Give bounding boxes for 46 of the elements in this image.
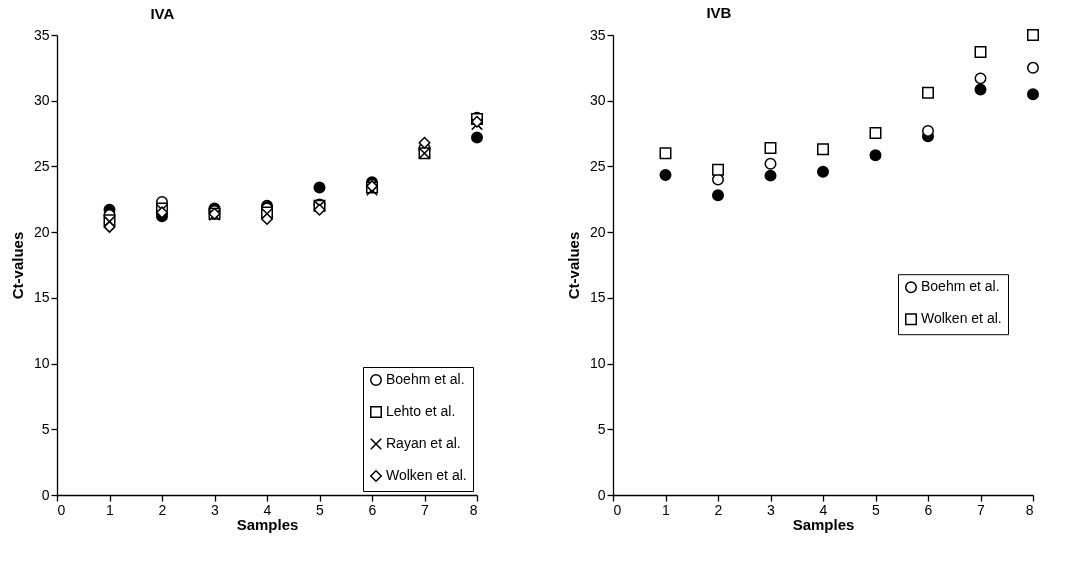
y-tick-label: 35: [33, 26, 50, 43]
x-axis-title: Samples: [792, 515, 855, 533]
chart-title: IVB: [706, 3, 732, 21]
y-tick-label: 10: [589, 355, 606, 372]
x-tick-label: 3: [211, 501, 220, 518]
legend-label: Lehto et al.: [386, 403, 456, 419]
y-tick-label: 5: [41, 420, 50, 437]
x-tick-label: 6: [924, 501, 933, 518]
y-tick-label: 25: [589, 157, 606, 174]
y-tick-label: 10: [33, 355, 50, 372]
x-tick-label: 1: [662, 501, 671, 518]
x-tick-label: 8: [1025, 501, 1034, 518]
x-tick-label: 7: [977, 501, 986, 518]
y-axis-title: Ct-values: [564, 231, 582, 300]
y-tick-label: 15: [33, 289, 50, 306]
x-tick-label: 6: [368, 501, 377, 518]
y-tick-label: 35: [589, 26, 606, 43]
x-axis-title: Samples: [236, 515, 299, 533]
x-tick-label: 8: [469, 501, 478, 518]
chart-title: IVA: [150, 5, 175, 22]
x-tick-label: 5: [316, 501, 325, 518]
x-tick-label: 5: [872, 501, 881, 518]
x-tick-label: 4: [819, 501, 828, 518]
x-tick-label: 0: [57, 501, 66, 518]
y-tick-label: 0: [41, 486, 50, 503]
x-tick-label: 0: [613, 501, 622, 518]
y-tick-label: 25: [33, 157, 50, 174]
x-tick-label: 2: [714, 501, 723, 518]
legend-label: Wolken et al.: [386, 467, 467, 483]
y-tick-label: 20: [33, 223, 50, 240]
legend-label: Wolken et al.: [921, 310, 1002, 327]
y-tick-label: 15: [589, 289, 606, 306]
x-tick-label: 7: [421, 501, 430, 518]
x-tick-label: 1: [106, 501, 115, 518]
x-tick-label: 3: [767, 501, 776, 518]
legend-label: Boehm et al.: [386, 371, 465, 387]
y-tick-label: 30: [33, 92, 50, 109]
y-tick-label: 20: [589, 223, 606, 240]
legend-label: Rayan et al.: [386, 435, 461, 451]
y-tick-label: 5: [597, 420, 606, 437]
y-tick-label: 0: [597, 486, 606, 503]
x-tick-label: 4: [263, 501, 272, 518]
legend-label: Boehm et al.: [921, 278, 1000, 295]
y-tick-label: 30: [589, 92, 606, 109]
x-tick-label: 2: [158, 501, 167, 518]
y-axis-title: Ct-values: [8, 231, 26, 300]
